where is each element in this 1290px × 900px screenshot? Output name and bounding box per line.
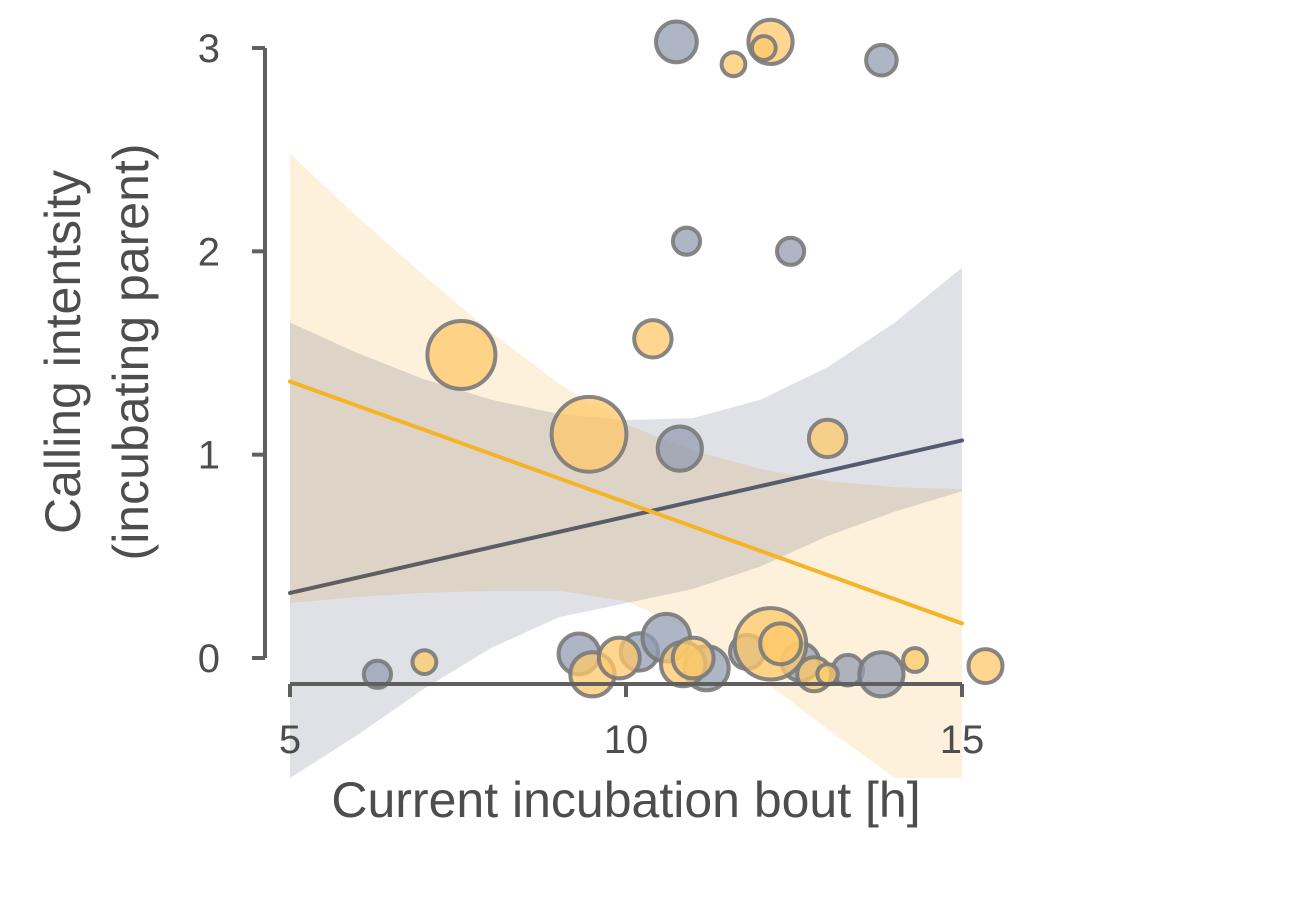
y-tick-label-1: 1 <box>198 434 220 478</box>
data-point-b-4 <box>425 319 498 391</box>
y-axis-title-line-0: Calling intentsity <box>35 170 91 534</box>
x-tick-label-0: 5 <box>279 718 301 762</box>
x-tick-label-1: 10 <box>604 718 649 762</box>
data-point-b-16 <box>901 646 929 674</box>
data-points <box>361 17 1005 699</box>
axis-labels: 0 1 2 3 5 10 15 Current incubation bout [h] Call… <box>35 27 984 828</box>
data-point-a-3 <box>775 235 807 267</box>
data-point-b-9 <box>596 635 642 681</box>
data-point-b-3 <box>632 318 674 360</box>
data-point-a-1 <box>864 42 899 78</box>
data-point-b-13 <box>758 621 803 667</box>
data-point-a-4 <box>655 424 704 473</box>
data-point-b-6 <box>806 417 849 460</box>
y-tick-label-2: 2 <box>198 230 220 274</box>
data-point-b-1 <box>749 34 778 62</box>
y-tick-label-3: 3 <box>198 27 220 71</box>
fit-line-a <box>288 438 964 595</box>
data-point-b-11 <box>670 635 716 681</box>
data-point-b-17 <box>966 647 1005 686</box>
fit-lines <box>288 379 964 626</box>
data-point-a-5 <box>361 658 393 690</box>
y-tick-label-0: 0 <box>198 637 220 681</box>
y-axis-title: Calling intentsity (incubating parent) <box>35 144 159 561</box>
data-point-b-15 <box>815 662 840 687</box>
fit-line-b <box>288 379 964 626</box>
data-point-b-5 <box>549 394 629 474</box>
data-point-a-2 <box>670 225 703 257</box>
data-point-a-13 <box>857 650 906 699</box>
y-axis-title-line-1: (incubating parent) <box>103 144 159 561</box>
x-axis-title: Current incubation bout [h] <box>331 772 920 828</box>
axes <box>252 46 964 697</box>
data-point-a-0 <box>654 19 699 65</box>
x-tick-label-2: 15 <box>940 718 985 762</box>
data-point-b-2 <box>719 50 748 79</box>
data-point-b-7 <box>410 648 439 676</box>
